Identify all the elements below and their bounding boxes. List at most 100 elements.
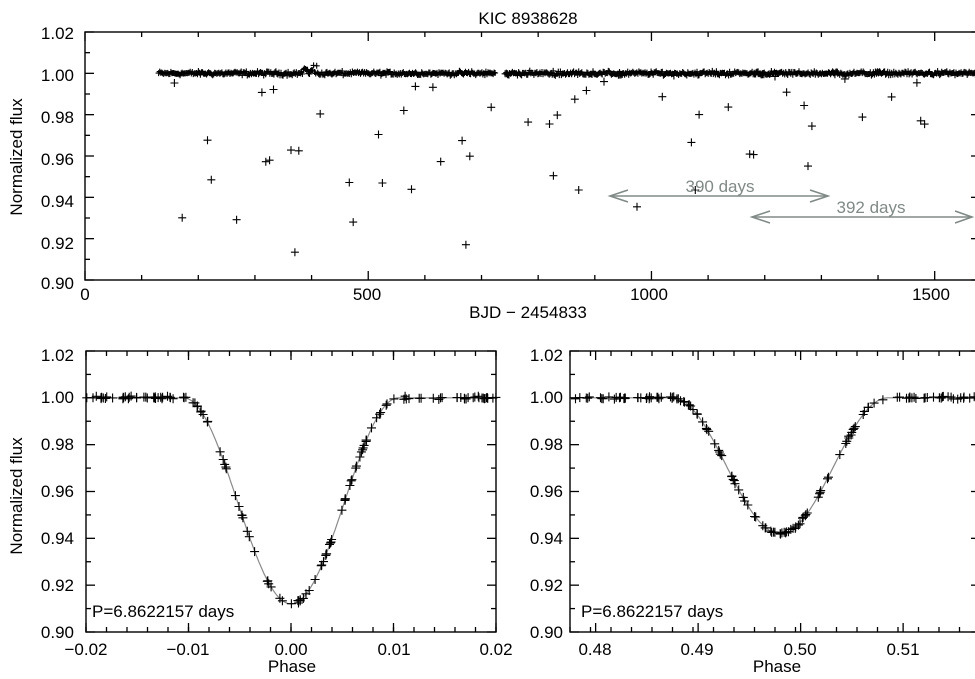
eclipse-point [695,111,703,119]
phase-point [939,392,948,401]
eclipse-point [750,151,758,159]
phase-point [462,395,471,404]
phase-point [367,423,376,432]
eclipse-point [804,162,812,170]
br-x-tick-label: 0.49 [680,640,713,659]
phase-point [325,540,334,549]
br-y-tick-label: 1.00 [530,388,563,407]
bl-y-tick-label: 1.00 [41,388,74,407]
phase-point [816,488,825,497]
top-x-tick-label: 0 [80,285,89,304]
phase-point [245,532,254,541]
eclipse-point [408,185,416,193]
top-y-tick-label: 0.94 [41,192,74,211]
bl-data-points [82,392,500,609]
bl-axis-ticks [86,351,496,632]
chart-title: KIC 8938628 [478,9,577,28]
bl-x-tick-label: 0.01 [377,640,410,659]
bl-y-tick-label: 1.02 [41,346,74,365]
phase-point [132,393,141,402]
bl-x-tick-label: 0.00 [274,640,307,659]
bl-y-tick-label: 0.96 [41,482,74,501]
phase-point [231,491,240,500]
phase-point [179,393,188,402]
phase-point [345,481,354,490]
phase-point [337,506,346,515]
eclipse-point [466,152,474,160]
phase-point [351,464,360,473]
top-x-tick-label: 1000 [630,285,668,304]
br-y-tick-label: 0.90 [530,623,563,642]
top-y-tick-label: 1.02 [41,24,74,43]
eclipse-point [233,216,241,224]
arrow-390-label: 390 days [686,177,755,196]
top-y-axis-label: Normalized flux [7,98,26,216]
br-y-tick-label: 1.02 [530,346,563,365]
eclipse-point [178,214,186,222]
phase-point [824,473,833,482]
eclipse-point [571,95,579,103]
phase-point [597,394,606,403]
eclipse-point [291,248,299,256]
bl-period-annotation: P=6.8622157 days [92,602,234,621]
phase-point [352,462,361,471]
bl-y-tick-label: 0.94 [41,529,74,548]
phase-point [929,393,938,402]
eclipse-point [600,78,608,86]
eclipse-point [411,82,419,90]
eclipse-point [687,138,695,146]
bl-plot-frame [86,351,496,632]
eclipse-point [437,158,445,166]
br-y-tick-label: 0.92 [530,576,563,595]
eclipse-point [808,122,816,130]
phase-point [835,450,844,459]
baseline-point [314,63,320,69]
phase-point [469,393,478,402]
phase-point [341,495,350,504]
br-x-axis-label: Phase [753,657,801,676]
phase-point [119,393,128,402]
top-y-tick-label: 0.98 [41,108,74,127]
br-x-tick-label: 0.48 [578,640,611,659]
phase-point [716,450,725,459]
phase-point [878,395,887,404]
eclipse-point [582,87,590,95]
bl-x-tick-label: −0.01 [166,640,209,659]
phase-point [238,511,247,520]
eclipse-point [262,158,270,166]
phase-point [937,394,946,403]
phase-point [970,392,975,401]
phase-point [823,474,832,483]
phase-point [453,393,462,402]
eclipse-point [524,118,532,126]
bl-x-tick-label: 0.02 [479,640,512,659]
phase-point [321,551,330,560]
top-x-tick-label: 500 [353,285,381,304]
br-x-tick-label: 0.50 [783,640,816,659]
phase-point [895,393,904,402]
bottom-right-panel: Phase 1.02 1.00 0.98 0.96 0.94 0.92 0.90… [530,346,975,676]
phase-point [322,549,331,558]
top-y-tick-label: 1.00 [41,66,74,85]
bl-x-axis-label: Phase [268,657,316,676]
eclipse-point [553,111,561,119]
eclipse-point [345,179,353,187]
phase-point [710,439,719,448]
eclipse-point [783,88,791,96]
br-y-tick-label: 0.96 [530,482,563,501]
eclipse-point [375,131,383,139]
phase-point [653,393,662,402]
br-model-curve [570,398,975,534]
period-arrow-390: 390 days [610,177,828,202]
top-y-tick-label: 0.92 [41,234,74,253]
eclipse-point [546,120,554,128]
eclipse-point [800,102,808,110]
bl-x-tick-label: −0.02 [64,640,107,659]
eclipse-point [487,103,495,111]
phase-point [347,476,356,485]
phase-point [362,436,371,445]
eclipse-point [204,136,212,144]
eclipse-point [462,241,470,249]
bl-model-curve [86,398,496,604]
